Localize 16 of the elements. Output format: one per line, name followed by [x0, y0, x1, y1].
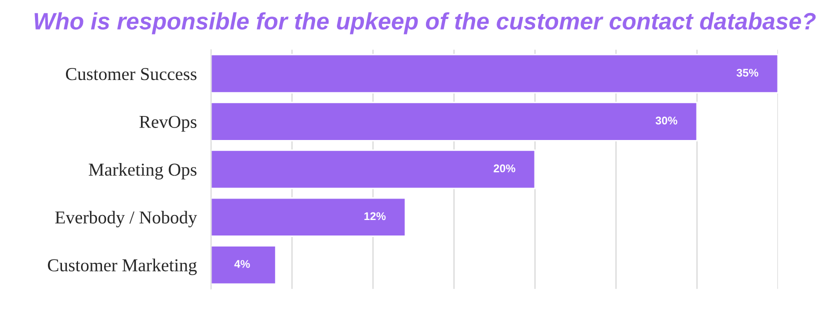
bar: [211, 102, 698, 142]
data-label: 20%: [494, 164, 516, 172]
y-tick-label: RevOps: [139, 116, 196, 132]
y-tick-label: Customer Success: [66, 68, 196, 80]
data-label: 30%: [656, 116, 678, 125]
bar: [211, 245, 276, 285]
bar: [211, 197, 406, 237]
chart-title: Who is responsible for the upkeep of the customer contact database?: [34, 12, 816, 34]
data-label: 4%: [234, 260, 250, 268]
bar: [211, 54, 778, 94]
bar: [211, 150, 536, 190]
data-label: 35%: [736, 68, 758, 77]
y-tick-label: Everbody / Nobody: [55, 210, 198, 228]
data-label: 12%: [364, 212, 386, 220]
y-tick-label: Marketing Ops: [88, 163, 196, 180]
y-tick-label: Customer Marketing: [48, 258, 197, 276]
